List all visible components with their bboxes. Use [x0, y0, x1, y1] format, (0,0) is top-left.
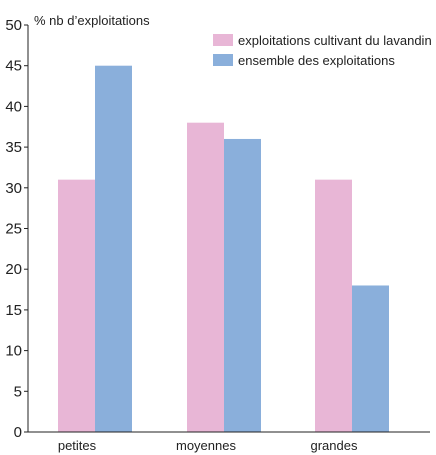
bar-moyennes-series-2	[224, 138, 261, 432]
legend-label: ensemble des exploitations	[238, 53, 395, 68]
y-tick-label: 0	[14, 424, 22, 441]
bar-grandes-series-1	[315, 179, 352, 432]
bar-moyennes-series-1	[187, 122, 224, 433]
x-category-label: petites	[58, 438, 97, 453]
bars	[58, 65, 389, 433]
y-axis-label: % nb d’exploitations	[34, 13, 150, 28]
y-axis: 0 5 10 15 20 25 30 35 40 45 50	[5, 17, 29, 441]
y-tick-label: 35	[5, 139, 22, 156]
legend-swatch	[213, 54, 233, 66]
bar-petites-series-1	[58, 179, 95, 432]
y-tick-label: 20	[5, 261, 22, 278]
bar-petites-series-2	[95, 65, 132, 432]
legend-swatch	[213, 34, 233, 46]
y-tick-label: 50	[5, 17, 22, 34]
y-tick-label: 30	[5, 180, 22, 197]
y-tick-label: 25	[5, 221, 22, 238]
legend-label: exploitations cultivant du lavandin	[238, 33, 432, 48]
bar-grandes-series-2	[352, 285, 389, 432]
y-tick-label: 5	[14, 383, 22, 400]
legend: exploitations cultivant du lavandin ensem…	[213, 33, 432, 68]
x-axis: petites moyennes grandes	[28, 431, 430, 453]
y-tick-label: 40	[5, 98, 22, 115]
y-tick-label: 10	[5, 343, 22, 360]
x-category-label: grandes	[311, 438, 358, 453]
y-tick-label: 15	[5, 302, 22, 319]
x-category-label: moyennes	[176, 438, 236, 453]
y-tick-label: 45	[5, 58, 22, 75]
